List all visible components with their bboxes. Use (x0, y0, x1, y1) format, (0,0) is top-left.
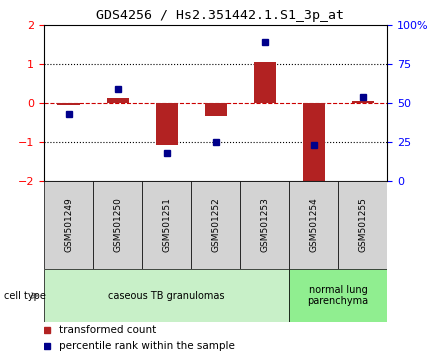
Text: GSM501251: GSM501251 (162, 197, 171, 252)
Text: normal lung
parenchyma: normal lung parenchyma (308, 285, 369, 307)
Bar (240, 181, 289, 269)
Text: cell type: cell type (4, 291, 46, 301)
Bar (352, 101, 374, 103)
Text: GSM501252: GSM501252 (211, 198, 220, 252)
Text: GSM501255: GSM501255 (358, 197, 367, 252)
Text: GSM501254: GSM501254 (309, 198, 318, 252)
Text: GSM501250: GSM501250 (113, 197, 122, 252)
Bar (106, 98, 128, 103)
Text: GSM501249: GSM501249 (64, 198, 73, 252)
Text: percentile rank within the sample: percentile rank within the sample (59, 341, 235, 351)
Bar (289, 181, 338, 269)
Bar (205, 103, 227, 116)
Text: caseous TB granulomas: caseous TB granulomas (108, 291, 225, 301)
Text: GSM501253: GSM501253 (260, 197, 269, 252)
Bar (156, 103, 178, 145)
Bar (338, 181, 387, 269)
Bar (58, 103, 80, 104)
Bar (44, 181, 93, 269)
Bar (93, 181, 142, 269)
Bar (191, 181, 240, 269)
Text: transformed count: transformed count (59, 325, 157, 335)
Bar (44, 269, 289, 322)
Text: GDS4256 / Hs2.351442.1.S1_3p_at: GDS4256 / Hs2.351442.1.S1_3p_at (96, 9, 344, 22)
Bar (303, 103, 325, 181)
Bar (142, 181, 191, 269)
Bar (253, 62, 275, 103)
Bar (289, 269, 387, 322)
